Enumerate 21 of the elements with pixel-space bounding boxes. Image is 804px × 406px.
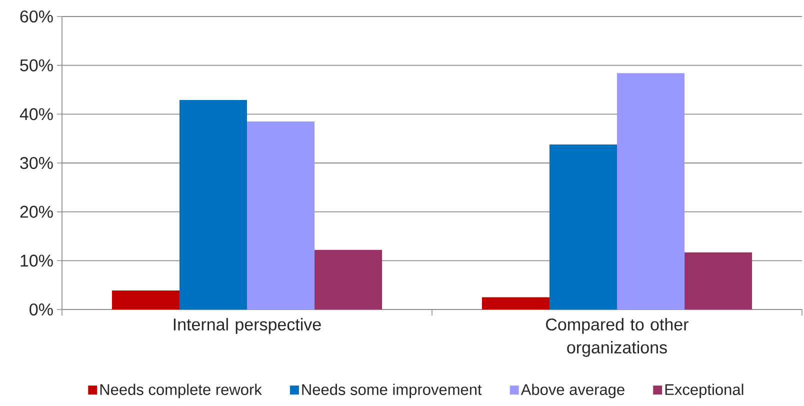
x-tick-label: Compared to other organizations bbox=[546, 318, 688, 357]
legend-label: Above average bbox=[520, 384, 624, 398]
bar bbox=[179, 100, 248, 310]
legend-label: Exceptional bbox=[665, 384, 744, 398]
y-tick-label: 30% bbox=[20, 156, 53, 170]
bar bbox=[247, 121, 315, 310]
y-tick-label: 0% bbox=[30, 303, 53, 316]
legend-label: Needs complete rework bbox=[100, 384, 262, 398]
bar bbox=[314, 250, 382, 310]
bar bbox=[482, 297, 550, 310]
y-tick-label: 50% bbox=[20, 59, 53, 72]
bar bbox=[112, 290, 180, 310]
bar bbox=[684, 252, 752, 310]
y-tick-label: 10% bbox=[20, 254, 53, 267]
bar bbox=[617, 73, 685, 310]
x-tick-label: Internal perspective bbox=[174, 318, 321, 334]
legend-label: Needs some improvement bbox=[302, 384, 482, 398]
y-tick-label: 60% bbox=[20, 10, 53, 23]
bar bbox=[549, 144, 617, 310]
y-tick-label: 20% bbox=[20, 206, 53, 218]
y-tick-label: 40% bbox=[20, 108, 53, 120]
